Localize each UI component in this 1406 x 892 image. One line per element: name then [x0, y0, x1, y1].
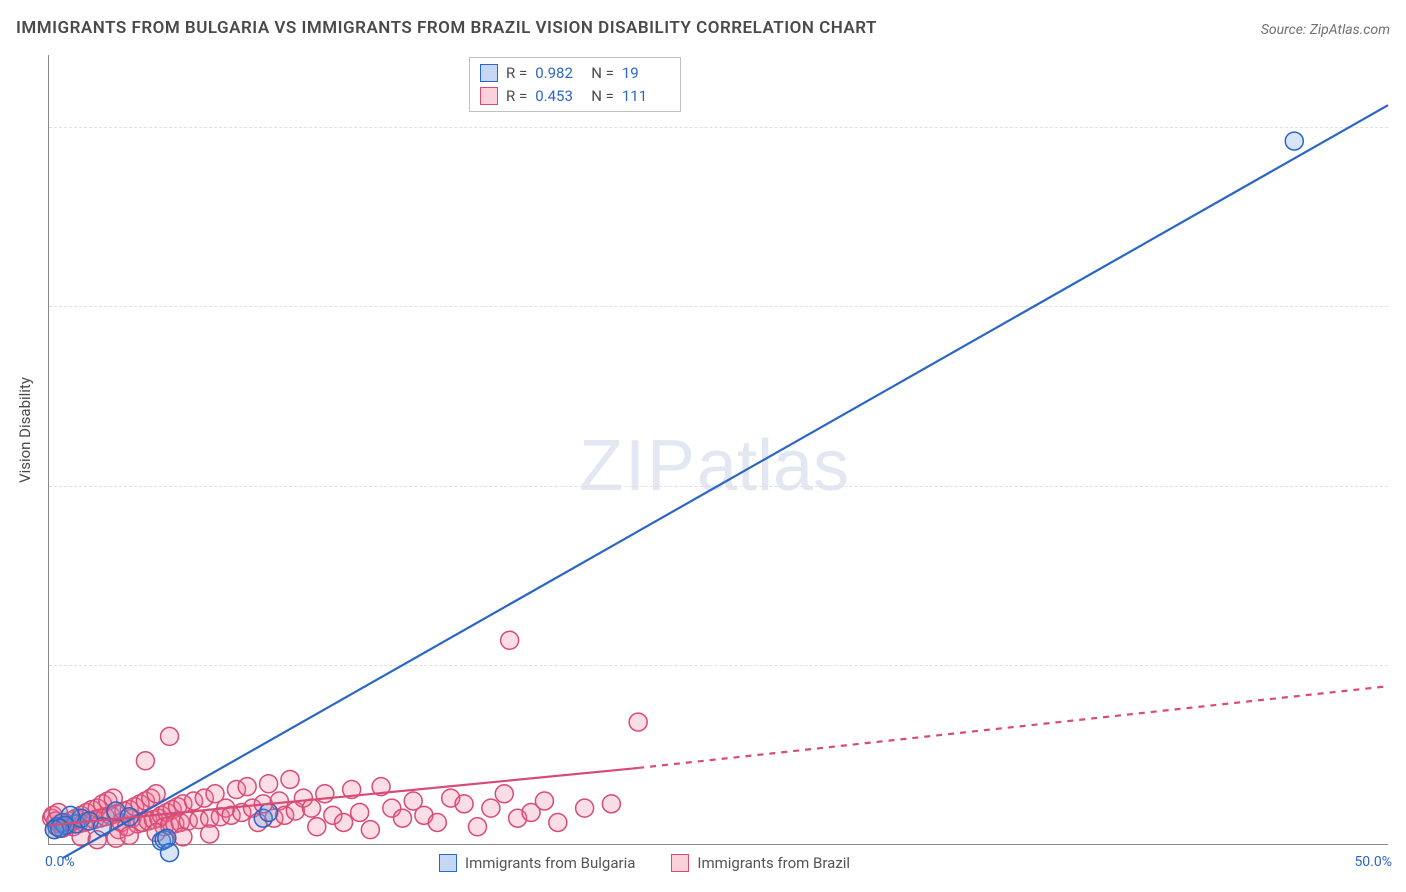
legend-item-bulgaria: Immigrants from Bulgaria — [439, 854, 635, 872]
chart-title: IMMIGRANTS FROM BULGARIA VS IMMIGRANTS F… — [16, 18, 877, 38]
data-point — [161, 844, 179, 862]
series-legend: Immigrants from Bulgaria Immigrants from… — [439, 854, 850, 872]
data-point — [482, 799, 500, 817]
data-point — [468, 818, 486, 836]
swatch-bulgaria-icon — [480, 64, 498, 82]
y-axis-label: Vision Disability — [16, 377, 34, 483]
stats-row-brazil: R = 0.453 N = 111 — [480, 85, 670, 108]
data-point — [308, 818, 326, 836]
data-point — [302, 799, 320, 817]
n-label: N = — [591, 62, 614, 85]
data-point — [1285, 132, 1303, 150]
data-point — [335, 813, 353, 831]
data-point — [120, 826, 138, 844]
legend-item-brazil: Immigrants from Brazil — [671, 854, 850, 872]
data-point — [281, 770, 299, 788]
data-point — [136, 752, 154, 770]
data-point — [174, 828, 192, 846]
data-point — [576, 799, 594, 817]
data-point — [549, 813, 567, 831]
x-tick-50: 50.0% — [1354, 854, 1392, 870]
data-point — [629, 713, 647, 731]
y-tick-label: 12.5% — [1396, 657, 1406, 673]
r-value: 0.982 — [535, 62, 583, 85]
data-point — [428, 813, 446, 831]
data-point — [51, 819, 69, 837]
data-point — [161, 727, 179, 745]
n-label: N = — [591, 85, 614, 108]
data-point — [147, 785, 165, 803]
legend-label: Immigrants from Bulgaria — [465, 854, 635, 872]
x-tick-0: 0.0% — [45, 854, 75, 870]
data-point — [535, 792, 553, 810]
data-point — [201, 825, 219, 843]
trendline — [62, 105, 1388, 858]
r-label: R = — [506, 62, 527, 85]
correlation-stats-box: R = 0.982 N = 19 R = 0.453 N = 111 — [469, 57, 681, 112]
y-tick-label: 25.0% — [1396, 478, 1406, 494]
r-label: R = — [506, 85, 527, 108]
y-tick-label: 37.5% — [1396, 298, 1406, 314]
n-value: 19 — [622, 62, 670, 85]
data-point — [602, 795, 620, 813]
trendlines — [49, 105, 1388, 858]
data-point — [260, 803, 278, 821]
data-point — [495, 785, 513, 803]
swatch-bulgaria-icon — [439, 854, 457, 872]
data-point — [361, 821, 379, 839]
stats-row-bulgaria: R = 0.982 N = 19 — [480, 62, 670, 85]
y-tick-label: 50.0% — [1396, 119, 1406, 135]
data-point — [260, 775, 278, 793]
data-point — [238, 778, 256, 796]
r-value: 0.453 — [535, 85, 583, 108]
swatch-brazil-icon — [480, 87, 498, 105]
swatch-brazil-icon — [671, 854, 689, 872]
data-point — [501, 631, 519, 649]
chart-plot-area: ZIPatlas 12.5%25.0%37.5%50.0% R = 0.982 … — [48, 55, 1388, 845]
trendline — [638, 686, 1388, 768]
plot-svg — [49, 55, 1388, 844]
data-point — [394, 809, 412, 827]
data-point — [351, 803, 369, 821]
source-attribution: Source: ZipAtlas.com — [1261, 22, 1390, 38]
bulgaria-scatter — [45, 132, 1303, 862]
n-value: 111 — [622, 85, 670, 108]
legend-label: Immigrants from Brazil — [697, 854, 850, 872]
data-point — [455, 795, 473, 813]
